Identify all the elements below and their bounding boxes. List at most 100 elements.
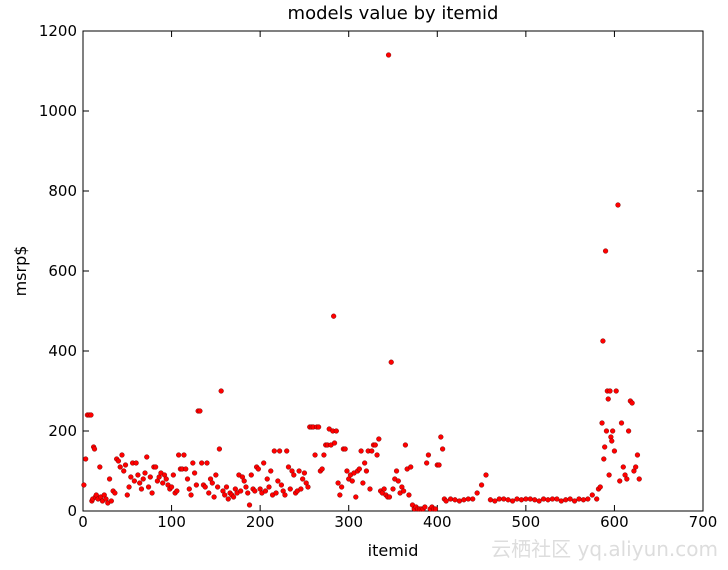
point: [181, 452, 187, 458]
point: [372, 442, 378, 448]
point: [470, 496, 476, 502]
point: [580, 497, 587, 503]
point: [238, 488, 244, 494]
point: [241, 478, 247, 484]
x-tick-label: 200: [246, 513, 275, 531]
point: [505, 497, 511, 503]
point: [222, 492, 228, 498]
point: [278, 482, 285, 488]
point: [319, 466, 325, 472]
point: [456, 498, 463, 504]
point: [298, 486, 304, 492]
point: [153, 464, 159, 470]
y-tick-label: 1000: [39, 102, 77, 120]
point: [331, 313, 337, 319]
point: [599, 420, 605, 426]
point: [176, 452, 182, 458]
point: [385, 52, 392, 58]
point: [518, 497, 525, 503]
point: [401, 488, 407, 494]
point: [605, 396, 611, 402]
point: [300, 476, 306, 482]
point: [213, 472, 219, 478]
point: [461, 497, 467, 503]
point: [602, 248, 609, 254]
x-tick-label: 300: [334, 513, 363, 531]
point: [545, 497, 551, 503]
point: [432, 506, 439, 512]
point: [147, 474, 153, 480]
point: [625, 428, 632, 434]
point: [532, 497, 538, 503]
point: [184, 476, 191, 482]
point: [218, 388, 224, 394]
point: [617, 478, 623, 484]
x-tick-label: 700: [689, 513, 718, 531]
point: [192, 470, 198, 476]
point: [108, 498, 114, 504]
point: [386, 494, 393, 500]
point: [291, 472, 297, 478]
point: [225, 496, 231, 502]
x-tick-label: 100: [157, 513, 186, 531]
point: [271, 448, 277, 454]
point: [465, 496, 471, 502]
point: [615, 202, 621, 208]
point: [138, 486, 145, 492]
point: [452, 497, 458, 503]
y-tick-label: 400: [48, 342, 77, 360]
point: [436, 462, 442, 468]
point: [335, 480, 341, 486]
point: [88, 412, 94, 418]
point: [193, 482, 199, 488]
point: [425, 452, 432, 458]
x-axis-label: itemid: [368, 541, 419, 560]
point: [554, 496, 560, 502]
point: [262, 488, 269, 494]
y-tick-label: 0: [67, 502, 77, 520]
point: [252, 488, 258, 494]
y-tick-label: 200: [48, 422, 77, 440]
point: [197, 408, 203, 414]
point: [211, 494, 217, 500]
point: [374, 452, 380, 458]
point: [589, 492, 595, 498]
point: [602, 444, 608, 450]
point: [339, 484, 345, 490]
point: [266, 484, 272, 490]
point: [91, 446, 98, 452]
point: [613, 388, 619, 394]
point: [424, 460, 430, 466]
point: [215, 484, 221, 490]
point: [83, 456, 89, 462]
point: [275, 478, 281, 484]
point: [567, 496, 573, 502]
point: [474, 490, 480, 496]
point: [122, 462, 129, 468]
point: [344, 468, 350, 474]
point: [273, 490, 279, 496]
point: [312, 452, 318, 458]
point: [440, 446, 446, 452]
point: [248, 472, 254, 478]
y-tick-label: 1200: [39, 22, 77, 40]
point: [149, 490, 155, 496]
point: [496, 496, 502, 502]
point: [353, 494, 359, 500]
point: [376, 436, 382, 442]
point: [186, 486, 192, 492]
point: [128, 474, 134, 480]
point: [264, 476, 270, 482]
point: [356, 466, 362, 472]
point: [509, 498, 516, 504]
point: [585, 496, 591, 502]
x-tick-label: 500: [512, 513, 541, 531]
point: [390, 486, 396, 492]
point: [268, 468, 274, 474]
point: [199, 460, 205, 466]
point: [145, 484, 152, 490]
point: [536, 498, 542, 504]
point: [245, 490, 251, 496]
point: [243, 484, 249, 490]
